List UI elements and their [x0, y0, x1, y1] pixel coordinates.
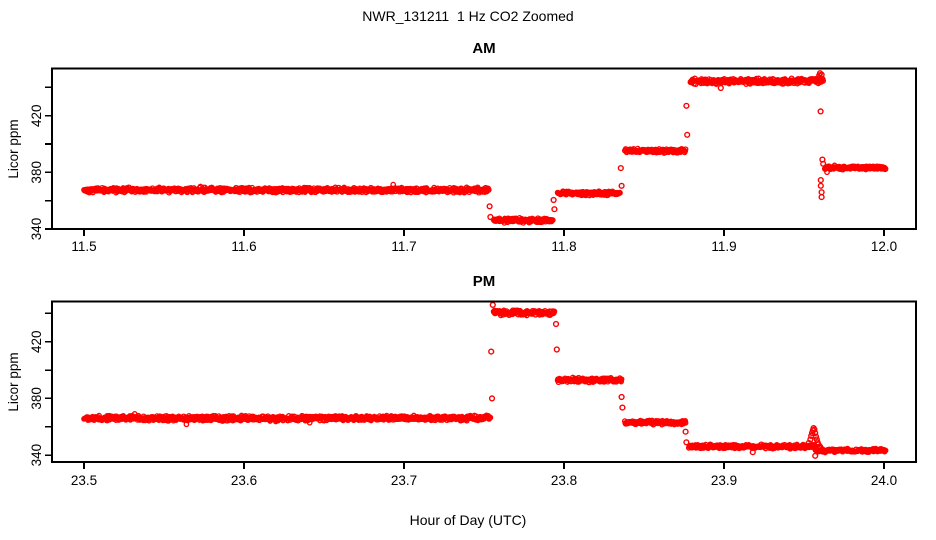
- svg-text:12.0: 12.0: [871, 239, 897, 254]
- pm-y-axis-ticks: [45, 312, 52, 456]
- svg-text:420: 420: [29, 104, 44, 127]
- figure-title: NWR_131211 1 Hz CO2 Zoomed: [362, 8, 574, 24]
- pm-x-axis-ticks: [83, 462, 885, 469]
- svg-text:23.8: 23.8: [551, 473, 577, 488]
- svg-text:11.5: 11.5: [71, 239, 96, 254]
- svg-text:24.0: 24.0: [871, 473, 897, 488]
- svg-text:340: 340: [29, 444, 44, 467]
- svg-text:420: 420: [29, 330, 44, 353]
- am-panel: 11.5 11.6 11.7 11.8 11.9 12.0 340 380 420: [29, 67, 917, 254]
- svg-text:11.6: 11.6: [231, 239, 256, 254]
- pm-plot-frame: [51, 300, 917, 463]
- x-axis-label: Hour of Day (UTC): [409, 512, 527, 528]
- am-x-tick-labels: 11.5 11.6 11.7 11.8 11.9 12.0: [71, 239, 897, 254]
- svg-text:380: 380: [29, 387, 44, 410]
- pm-scatter-points: [81, 301, 889, 459]
- am-plot-frame: [51, 67, 917, 230]
- pm-panel-title: PM: [472, 273, 496, 290]
- svg-text:23.6: 23.6: [231, 473, 257, 488]
- am-y-axis-ticks: [45, 86, 52, 230]
- svg-text:340: 340: [29, 218, 44, 241]
- am-y-tick-labels: 340 380 420: [29, 104, 44, 240]
- am-x-axis-ticks: [83, 229, 885, 236]
- svg-text:11.9: 11.9: [711, 239, 736, 254]
- pm-y-tick-labels: 340 380 420: [29, 330, 44, 466]
- am-scatter-points: [81, 70, 889, 226]
- svg-text:11.7: 11.7: [391, 239, 416, 254]
- pm-x-tick-labels: 23.5 23.6 23.7 23.8 23.9 24.0: [71, 473, 897, 488]
- svg-text:23.5: 23.5: [71, 473, 97, 488]
- pm-panel: 23.5 23.6 23.7 23.8 23.9 24.0 340 380 420: [29, 300, 917, 488]
- svg-text:23.7: 23.7: [391, 473, 417, 488]
- svg-text:23.9: 23.9: [711, 473, 737, 488]
- svg-text:11.8: 11.8: [551, 239, 576, 254]
- svg-text:380: 380: [29, 161, 44, 184]
- am-panel-title: AM: [472, 40, 496, 57]
